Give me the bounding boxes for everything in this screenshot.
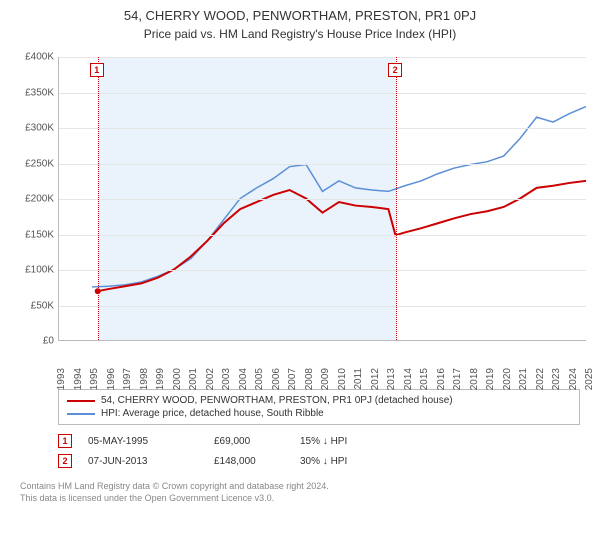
x-axis-label: 2019 xyxy=(485,368,496,390)
sale-row: 2 07-JUN-2013 £148,000 30% ↓ HPI xyxy=(58,451,580,471)
y-axis-label: £50K xyxy=(10,300,54,311)
legend-item: 54, CHERRY WOOD, PENWORTHAM, PRESTON, PR… xyxy=(67,394,571,407)
y-axis-label: £250K xyxy=(10,158,54,169)
sale-price: £69,000 xyxy=(214,436,284,447)
y-axis-label: £100K xyxy=(10,265,54,276)
x-axis-label: 2002 xyxy=(205,368,216,390)
footer-line1: Contains HM Land Registry data © Crown c… xyxy=(20,481,329,491)
x-axis-label: 2018 xyxy=(469,368,480,390)
legend-box: 54, CHERRY WOOD, PENWORTHAM, PRESTON, PR… xyxy=(58,389,580,425)
chart-container: 54, CHERRY WOOD, PENWORTHAM, PRESTON, PR… xyxy=(0,0,600,512)
series-hpi xyxy=(92,107,586,287)
x-axis-label: 2003 xyxy=(221,368,232,390)
y-axis-label: £0 xyxy=(10,336,54,347)
y-axis-label: £150K xyxy=(10,229,54,240)
sale-row: 1 05-MAY-1995 £69,000 15% ↓ HPI xyxy=(58,431,580,451)
x-axis-label: 2006 xyxy=(271,368,282,390)
sale-delta: 15% ↓ HPI xyxy=(300,436,347,447)
series-price_paid xyxy=(98,181,586,291)
x-axis-label: 2020 xyxy=(502,368,513,390)
sale-date: 05-MAY-1995 xyxy=(88,436,198,447)
x-axis-label: 2007 xyxy=(287,368,298,390)
y-axis-label: £200K xyxy=(10,194,54,205)
y-axis-label: £400K xyxy=(10,52,54,63)
x-axis-label: 2008 xyxy=(304,368,315,390)
sale-price: £148,000 xyxy=(214,456,284,467)
x-axis-label: 2012 xyxy=(370,368,381,390)
sales-list: 1 05-MAY-1995 £69,000 15% ↓ HPI 2 07-JUN-2013… xyxy=(58,431,580,471)
legend-swatch xyxy=(67,413,95,415)
legend-label: 54, CHERRY WOOD, PENWORTHAM, PRESTON, PR… xyxy=(101,395,453,406)
x-axis-label: 2021 xyxy=(518,368,529,390)
x-axis-label: 2011 xyxy=(353,368,364,390)
plot-area xyxy=(58,57,586,341)
x-axis-label: 2013 xyxy=(386,368,397,390)
x-axis-label: 1995 xyxy=(89,368,100,390)
sale-delta: 30% ↓ HPI xyxy=(300,456,347,467)
x-axis-label: 2010 xyxy=(337,368,348,390)
x-axis-label: 2022 xyxy=(535,368,546,390)
x-axis-label: 2016 xyxy=(436,368,447,390)
x-axis-label: 1996 xyxy=(106,368,117,390)
x-axis-label: 2005 xyxy=(254,368,265,390)
legend-item: HPI: Average price, detached house, Sout… xyxy=(67,407,571,420)
sale-badge: 2 xyxy=(58,454,72,468)
x-axis-label: 2000 xyxy=(172,368,183,390)
x-axis-label: 2014 xyxy=(403,368,414,390)
x-axis-label: 2001 xyxy=(188,368,199,390)
sale-date: 07-JUN-2013 xyxy=(88,456,198,467)
chart-subtitle: Price paid vs. HM Land Registry's House … xyxy=(10,27,590,41)
x-axis-label: 2024 xyxy=(568,368,579,390)
y-axis-label: £350K xyxy=(10,87,54,98)
sale-marker-2: 2 xyxy=(388,63,402,77)
sale-badge: 1 xyxy=(58,434,72,448)
x-axis-label: 1999 xyxy=(155,368,166,390)
y-axis-label: £300K xyxy=(10,123,54,134)
x-axis-label: 1998 xyxy=(139,368,150,390)
footer-attribution: Contains HM Land Registry data © Crown c… xyxy=(20,481,580,504)
sale-marker-1: 1 xyxy=(90,63,104,77)
x-axis-label: 1993 xyxy=(56,368,67,390)
x-axis-label: 2009 xyxy=(320,368,331,390)
legend-label: HPI: Average price, detached house, Sout… xyxy=(101,408,324,419)
x-axis-label: 2023 xyxy=(551,368,562,390)
x-axis-label: 1997 xyxy=(122,368,133,390)
x-axis-label: 2015 xyxy=(419,368,430,390)
chart-area: £0 £50K £100K £150K £200K £250K £300K £350K £400… xyxy=(10,51,590,381)
x-axis-label: 1994 xyxy=(73,368,84,390)
legend-swatch xyxy=(67,400,95,402)
x-axis-label: 2025 xyxy=(584,368,595,390)
x-axis-label: 2017 xyxy=(452,368,463,390)
chart-title: 54, CHERRY WOOD, PENWORTHAM, PRESTON, PR… xyxy=(10,8,590,23)
x-axis-label: 2004 xyxy=(238,368,249,390)
footer-line2: This data is licensed under the Open Gov… xyxy=(20,493,274,503)
